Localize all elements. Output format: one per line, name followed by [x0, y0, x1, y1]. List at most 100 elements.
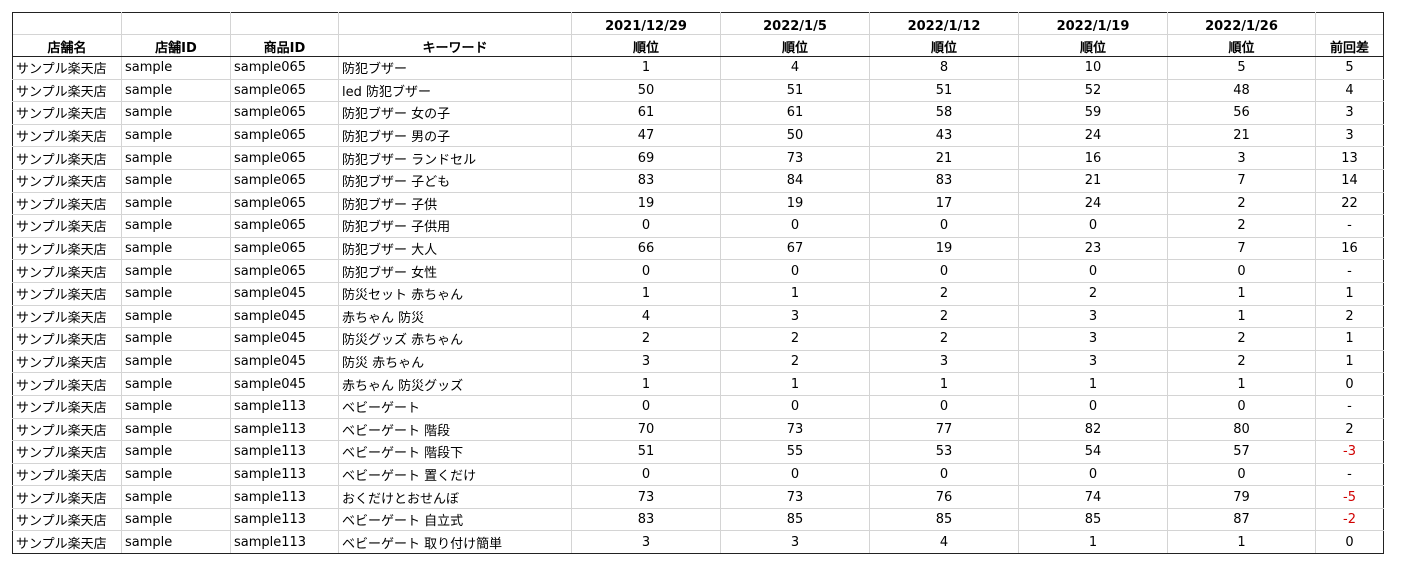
cell-rank: 1: [1167, 304, 1316, 329]
cell-keyword: 防災 赤ちゃん: [338, 349, 572, 374]
cell-product-id: sample113: [230, 440, 339, 464]
cell-product-id: sample045: [230, 372, 339, 396]
cell-product-id: sample065: [230, 168, 339, 193]
ranking-table: 2021/12/29 2022/1/5 2022/1/12 2022/1/19 …: [12, 12, 1384, 555]
cell-rank: 51: [571, 440, 721, 464]
cell-store-id: sample: [121, 146, 231, 170]
cell-rank: 85: [720, 507, 870, 532]
cell-product-id: sample113: [230, 485, 339, 509]
cell-rank: 4: [869, 530, 1019, 555]
cell-rank: 0: [1018, 214, 1168, 238]
cell-store-id: sample: [121, 123, 231, 148]
header-blank: [230, 12, 339, 35]
cell-store-name: サンプル楽天店: [12, 146, 122, 170]
header-rank: 順位: [571, 34, 721, 57]
cell-rank: 5: [1167, 56, 1316, 80]
cell-rank: 1: [1167, 281, 1316, 306]
cell-store-id: sample: [121, 507, 231, 532]
table-row: サンプル楽天店 sample sample113 ベビーゲート 0 0 0 0 0-: [12, 394, 1384, 419]
cell-rank: 2: [1018, 281, 1168, 306]
cell-rank: 2: [1167, 327, 1316, 351]
cell-keyword: ベビーゲート 階段: [338, 417, 572, 442]
cell-rank: 4: [720, 56, 870, 80]
cell-store-id: sample: [121, 191, 231, 216]
cell-keyword: 防犯ブザー 子ども: [338, 168, 572, 193]
cell-diff: 2: [1315, 304, 1384, 329]
cell-store-id: sample: [121, 394, 231, 419]
cell-rank: 0: [571, 462, 721, 487]
cell-rank: 7: [1167, 236, 1316, 261]
table-body: サンプル楽天店 sample sample065 防犯ブザー 1 4 8 10 5 5 サンプル楽天…: [12, 56, 1384, 555]
header-blank: [12, 12, 122, 35]
cell-store-id: sample: [121, 530, 231, 555]
cell-rank: 50: [571, 78, 721, 103]
cell-rank: 57: [1167, 440, 1316, 464]
cell-store-name: サンプル楽天店: [12, 417, 122, 442]
cell-store-id: sample: [121, 281, 231, 306]
cell-rank: 3: [869, 349, 1019, 374]
cell-rank: 73: [571, 485, 721, 509]
cell-rank: 54: [1018, 440, 1168, 464]
table-row: サンプル楽天店 sample sample045 赤ちゃん 防災グッズ 1 1 1 1 1 0: [12, 372, 1384, 396]
table-row: サンプル楽天店 sample sample113 ベビーゲート 階段下 51 55 53 54…: [12, 440, 1384, 464]
cell-rank: 1: [1167, 530, 1316, 555]
cell-rank: 3: [1018, 327, 1168, 351]
cell-store-id: sample: [121, 236, 231, 261]
cell-rank: 67: [720, 236, 870, 261]
cell-rank: 66: [571, 236, 721, 261]
header-blank: [338, 12, 572, 35]
cell-rank: 76: [869, 485, 1019, 509]
cell-product-id: sample113: [230, 507, 339, 532]
cell-store-name: サンプル楽天店: [12, 530, 122, 555]
table-row: サンプル楽天店 sample sample113 ベビーゲート 自立式 83 85 85 85…: [12, 507, 1384, 532]
cell-rank: 83: [869, 168, 1019, 193]
cell-store-name: サンプル楽天店: [12, 168, 122, 193]
cell-keyword: 赤ちゃん 防災グッズ: [338, 372, 572, 396]
cell-product-id: sample045: [230, 304, 339, 329]
cell-store-id: sample: [121, 56, 231, 80]
cell-diff: 0: [1315, 530, 1384, 555]
cell-rank: 83: [571, 507, 721, 532]
cell-rank: 87: [1167, 507, 1316, 532]
cell-store-name: サンプル楽天店: [12, 101, 122, 125]
cell-diff: -2: [1315, 507, 1384, 532]
cell-rank: 0: [869, 214, 1019, 238]
cell-keyword: led 防犯ブザー: [338, 78, 572, 103]
cell-rank: 3: [720, 530, 870, 555]
cell-rank: 21: [1018, 168, 1168, 193]
cell-product-id: sample065: [230, 123, 339, 148]
cell-rank: 73: [720, 417, 870, 442]
cell-rank: 51: [869, 78, 1019, 103]
cell-keyword: おくだけとおせんぼ: [338, 485, 572, 509]
cell-diff: -: [1315, 462, 1384, 487]
cell-rank: 3: [1018, 304, 1168, 329]
cell-keyword: 防犯ブザー 子供: [338, 191, 572, 216]
cell-store-name: サンプル楽天店: [12, 327, 122, 351]
table-row: サンプル楽天店 sample sample065 防犯ブザー 男の子 47 50 43 24 2…: [12, 123, 1384, 148]
cell-rank: 0: [1167, 462, 1316, 487]
cell-diff: 1: [1315, 327, 1384, 351]
cell-diff: 22: [1315, 191, 1384, 216]
cell-rank: 59: [1018, 101, 1168, 125]
cell-product-id: sample113: [230, 530, 339, 555]
cell-keyword: ベビーゲート 階段下: [338, 440, 572, 464]
header-store-name: 店舗名: [12, 34, 122, 57]
header-rank: 順位: [720, 34, 870, 57]
cell-product-id: sample045: [230, 281, 339, 306]
cell-store-id: sample: [121, 327, 231, 351]
cell-rank: 85: [1018, 507, 1168, 532]
cell-store-name: サンプル楽天店: [12, 462, 122, 487]
cell-diff: 3: [1315, 101, 1384, 125]
cell-store-name: サンプル楽天店: [12, 123, 122, 148]
cell-rank: 0: [869, 462, 1019, 487]
cell-diff: 2: [1315, 417, 1384, 442]
table-row: サンプル楽天店 sample sample113 ベビーゲート 取り付け簡単 3 3 4 1 1…: [12, 530, 1384, 555]
header-store-id: 店舗ID: [121, 34, 231, 57]
cell-rank: 79: [1167, 485, 1316, 509]
cell-rank: 0: [1018, 394, 1168, 419]
cell-store-name: サンプル楽天店: [12, 236, 122, 261]
cell-rank: 51: [720, 78, 870, 103]
header-blank: [1315, 12, 1384, 35]
cell-rank: 0: [720, 259, 870, 283]
cell-rank: 17: [869, 191, 1019, 216]
